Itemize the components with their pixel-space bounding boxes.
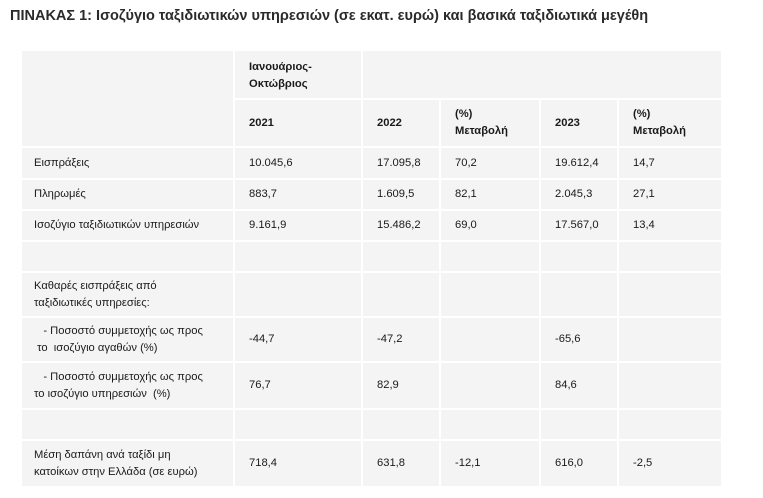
column-header: (%) Μεταβολή (440, 99, 541, 148)
row-label: - Ποσοστό συμμετοχής ως προς το ισοζύγιο… (22, 317, 235, 363)
period-header-line2: Οκτώβριος (249, 78, 308, 90)
table-cell (618, 317, 723, 363)
table-row: Πληρωμές 883,7 1.609,5 82,1 2.045,3 27,1 (22, 179, 723, 211)
table-cell: 69,0 (440, 210, 541, 242)
table-cell (440, 409, 541, 441)
table-cell (618, 409, 723, 441)
row-label-line2: το ισοζύγιο υπηρεσιών (%) (34, 387, 171, 400)
row-label-line1: Πληρωμές (34, 188, 86, 200)
table-row: Εισπράξεις 10.045,6 17.095,8 70,2 19.612,4 14… (22, 147, 723, 180)
row-label: Μέση δαπάνη ανά ταξίδι μη κατοίκων στην Ε… (22, 440, 235, 488)
table-cell: 14,7 (618, 147, 723, 180)
table-cell (440, 362, 541, 410)
header-row-period: Ιανουάριος- Οκτώβριος (22, 51, 723, 148)
table-cell (540, 241, 619, 273)
table-cell: 1.609,5 (362, 179, 441, 211)
row-label: Ισοζύγιο ταξιδιωτικών υπηρεσιών (22, 210, 235, 242)
table-cell: 883,7 (234, 179, 363, 211)
row-label: Καθαρές εισπράξεις από ταξιδιωτικές υπηρε… (22, 272, 235, 318)
table-cell (362, 272, 441, 318)
table-cell: 2.045,3 (540, 179, 619, 211)
column-header: 2023 (540, 99, 619, 148)
table-row: - Ποσοστό συμμετοχής ως προς το ισοζύγιο… (22, 317, 723, 363)
header-spacer-cell (362, 51, 723, 100)
row-label-line1: Καθαρές εισπράξεις από (34, 279, 157, 292)
table-cell: 9.161,9 (234, 210, 363, 242)
header-row-years: 2021 2022 (%) Μεταβολή 2023 (%) Μεταβολή (22, 99, 723, 148)
row-label (22, 409, 235, 441)
table-cell (234, 272, 363, 318)
row-label-line2: κατοίκων στην Ελλάδα (σε ευρώ) (34, 465, 198, 478)
table-title: ΠΙΝΑΚΑΣ 1: Ισοζύγιο ταξιδιωτικών υπηρεσι… (10, 8, 649, 24)
row-label-line1: Εισπράξεις (34, 156, 90, 169)
table-cell: 10.045,6 (234, 147, 363, 180)
table-cell: 13,4 (618, 210, 723, 242)
table-cell: -47,2 (362, 317, 441, 363)
table-cell: 616,0 (540, 440, 619, 488)
row-label-line1: Ισοζύγιο ταξιδιωτικών υπηρεσιών (34, 219, 200, 231)
row-label-line2: το ισοζύγιο αγαθών (%) (34, 341, 158, 354)
table-cell: 631,8 (362, 440, 441, 488)
table-cell (234, 409, 363, 441)
table-row: Μέση δαπάνη ανά ταξίδι μη κατοίκων στην Ε… (22, 440, 723, 488)
table-cell (234, 241, 363, 273)
table-cell (618, 241, 723, 273)
table-cell: 15.486,2 (362, 210, 441, 242)
table-cell: 82,1 (440, 179, 541, 211)
table-row: Καθαρές εισπράξεις από ταξιδιωτικές υπηρε… (22, 272, 723, 318)
period-header-line1: Ιανουάριος- (249, 61, 312, 73)
column-header: 2022 (362, 99, 441, 148)
table-cell: 718,4 (234, 440, 363, 488)
period-header: Ιανουάριος- Οκτώβριος (234, 51, 363, 100)
table-cell: 19.612,4 (540, 147, 619, 180)
table-cell (618, 272, 723, 318)
travel-balance-table: Ιανουάριος- Οκτώβριος 2021 2022 (%) Μεταβ… (22, 51, 723, 488)
table-cell: 84,6 (540, 362, 619, 410)
column-header: 2021 (234, 99, 363, 148)
table-row (22, 409, 723, 441)
table-cell (440, 317, 541, 363)
table-cell: -2,5 (618, 440, 723, 488)
row-label: Πληρωμές (22, 179, 235, 211)
table-cell (440, 272, 541, 318)
table-cell: 70,2 (440, 147, 541, 180)
table-row: - Ποσοστό συμμετοχής ως προς το ισοζύγιο … (22, 362, 723, 410)
row-label-line2: ταξιδιωτικές υπηρεσίες: (34, 296, 150, 309)
table-cell: 17.095,8 (362, 147, 441, 180)
row-label: - Ποσοστό συμμετοχής ως προς το ισοζύγιο … (22, 362, 235, 410)
row-label-line1: Μέση δαπάνη ανά ταξίδι μη (34, 448, 171, 461)
table-cell (362, 241, 441, 273)
table-row (22, 241, 723, 273)
table-cell: 17.567,0 (540, 210, 619, 242)
table-cell (440, 241, 541, 273)
table-cell: -12,1 (440, 440, 541, 488)
table-row: Ισοζύγιο ταξιδιωτικών υπηρεσιών 9.161,9 15… (22, 210, 723, 242)
table-cell: 82,9 (362, 362, 441, 410)
row-label: Εισπράξεις (22, 147, 235, 180)
row-label (22, 241, 235, 273)
table-cell: 27,1 (618, 179, 723, 211)
table-cell (540, 409, 619, 441)
row-label-line1: - Ποσοστό συμμετοχής ως προς (34, 324, 203, 337)
table-body: Ιανουάριος- Οκτώβριος 2021 2022 (%) Μεταβ… (22, 51, 723, 488)
row-label-line1: - Ποσοστό συμμετοχής ως προς (34, 370, 203, 383)
table-cell (540, 272, 619, 318)
column-header: (%) Μεταβολή (618, 99, 723, 148)
table-cell (362, 409, 441, 441)
table-cell (618, 362, 723, 410)
table-cell: -65,6 (540, 317, 619, 363)
table-cell: -44,7 (234, 317, 363, 363)
header-empty-cell (22, 51, 235, 148)
table-cell: 76,7 (234, 362, 363, 410)
